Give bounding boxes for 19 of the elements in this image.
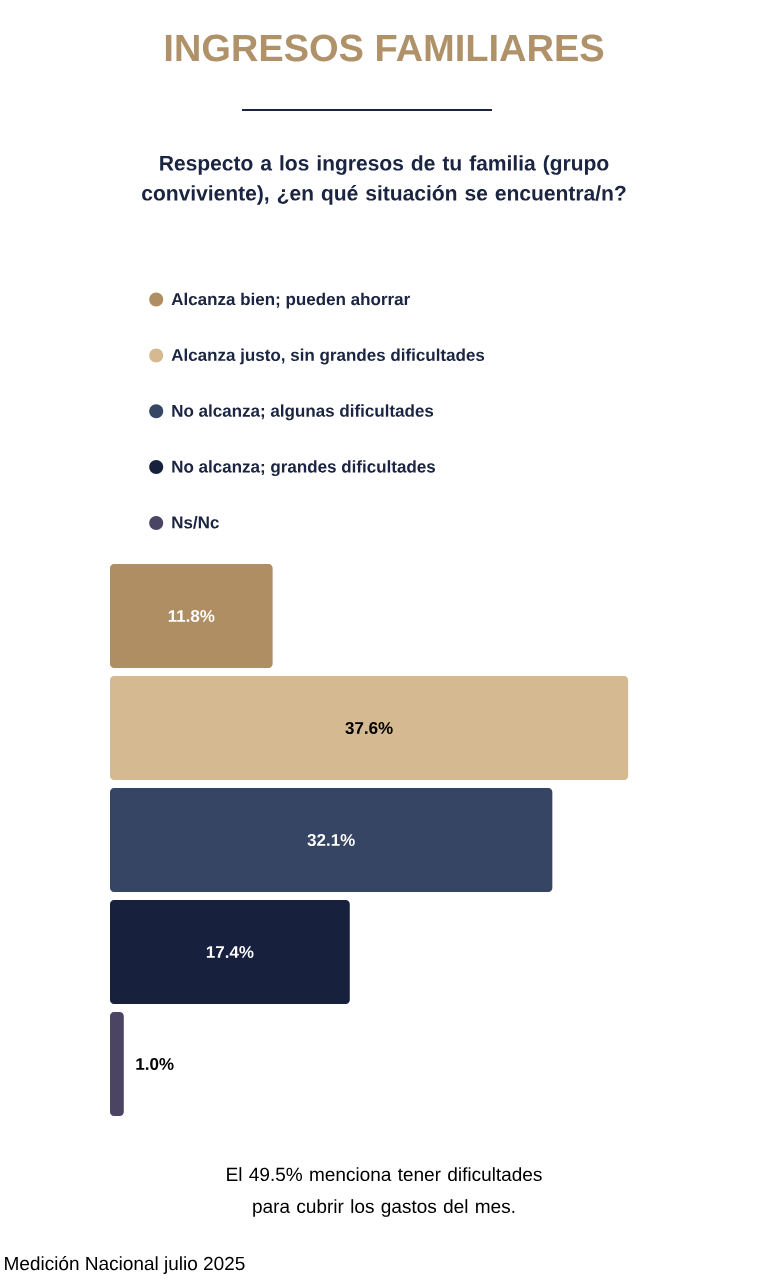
data-label: 32.1%	[307, 833, 355, 847]
bar	[110, 676, 629, 780]
data-label: 37.6%	[345, 721, 393, 735]
bar	[110, 900, 350, 1004]
data-label: 17.4%	[206, 946, 254, 958]
chart-title: INGRESOS FAMILIARES	[165, 34, 604, 62]
legend-label: No alcanza; grandes dificultades	[172, 460, 435, 477]
bar	[110, 788, 553, 892]
data-label: 11.8%	[168, 609, 215, 623]
text: El 49.5% menciona tener dificultades para cubrir los gastos del mes.	[227, 1167, 542, 1217]
bar	[110, 564, 273, 668]
legend-label: No alcanza; algunas dificultades	[172, 404, 434, 421]
legend-label: Alcanza bien; pueden ahorrar	[171, 292, 410, 309]
chart-subtitle: Respecto a los ingresos de tu familia (grupo conviviente), ¿en qué situación se encuentra/n?	[142, 155, 626, 205]
legend-label: Ns/Nc	[172, 515, 219, 529]
text: Medición Nacional julio 2025	[5, 1256, 245, 1274]
data-label: 1.0%	[136, 1057, 174, 1071]
legend-label: Alcanza justo, sin grandes dificultades	[171, 348, 485, 365]
bar	[110, 1012, 124, 1116]
